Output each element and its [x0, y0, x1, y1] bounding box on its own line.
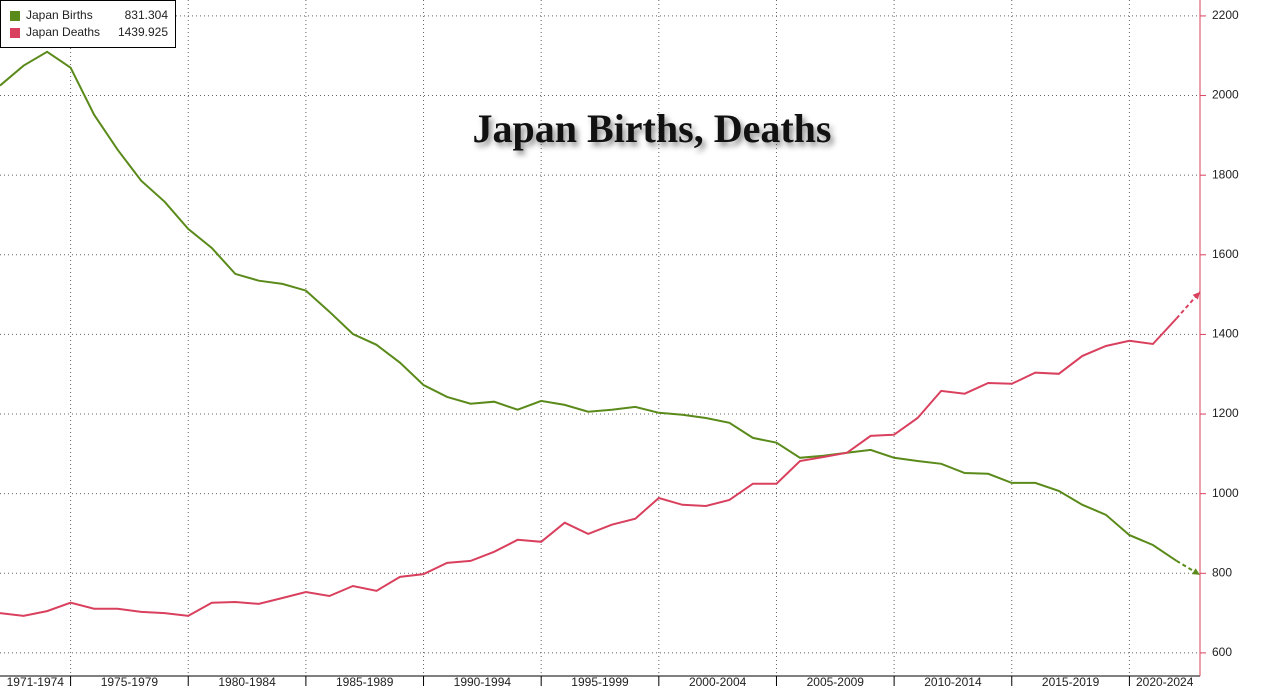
- x-tick-label: 2015-2019: [1042, 675, 1100, 689]
- x-tick-label: 2005-2009: [807, 675, 865, 689]
- x-tick-label: 1971-1974: [7, 675, 65, 689]
- chart-title: Japan Births, Deaths: [473, 106, 832, 151]
- y-tick-label: 2000: [1212, 88, 1239, 102]
- y-tick-label: 1600: [1212, 247, 1239, 261]
- y-tick-label: 1200: [1212, 406, 1239, 420]
- legend-value: 831.304: [125, 8, 169, 22]
- y-tick-label: 800: [1212, 565, 1232, 579]
- x-tick-label: 1985-1989: [336, 675, 394, 689]
- legend-label: Japan Deaths: [26, 25, 100, 39]
- projection-arrow: [1192, 291, 1200, 300]
- data-layer: [0, 50, 1201, 617]
- y-tick-label: 2200: [1212, 8, 1239, 22]
- series-line: [0, 50, 1178, 562]
- x-tick-label: 2020-2024: [1136, 675, 1194, 689]
- legend-box: [0, 0, 176, 48]
- y-tick-label: 600: [1212, 645, 1232, 659]
- legend-swatch: [10, 11, 20, 21]
- x-tick-label: 1980-1984: [218, 675, 276, 689]
- x-tick-label: 2000-2004: [689, 675, 747, 689]
- legend-label: Japan Births: [26, 8, 93, 22]
- y-tick-label: 1400: [1212, 327, 1239, 341]
- grid-layer: 600 800 1000 1200 1400 1600 1800 2000 2200 1971-1…: [0, 0, 1239, 689]
- y-tick-label: 1000: [1212, 486, 1239, 500]
- x-tick-label: 1990-1994: [454, 675, 512, 689]
- x-tick-label: 2010-2014: [924, 675, 982, 689]
- y-tick-label: 1800: [1212, 167, 1239, 181]
- legend-swatch: [10, 28, 20, 38]
- x-tick-label: 1975-1979: [101, 675, 159, 689]
- legend-value: 1439.925: [118, 25, 168, 39]
- x-tick-label: 1995-1999: [571, 675, 629, 689]
- projection-arrow: [1192, 568, 1200, 575]
- legend: Japan Births 831.304 Japan Deaths 1439.925: [0, 0, 176, 48]
- series-line: [0, 317, 1178, 617]
